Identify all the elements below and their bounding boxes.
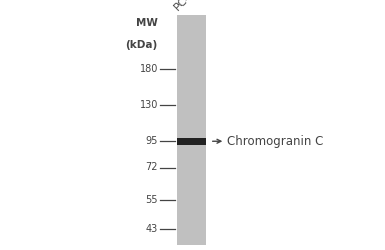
Text: MW: MW bbox=[136, 18, 158, 28]
Text: PC-12: PC-12 bbox=[172, 0, 202, 12]
Text: 130: 130 bbox=[139, 100, 158, 110]
Text: 180: 180 bbox=[139, 64, 158, 74]
Text: (kDa): (kDa) bbox=[126, 40, 158, 50]
Text: 43: 43 bbox=[146, 224, 158, 234]
Bar bbox=[177, 15, 206, 245]
Text: 95: 95 bbox=[146, 136, 158, 146]
Bar bbox=[177, 138, 206, 145]
Text: 55: 55 bbox=[146, 195, 158, 205]
Text: 72: 72 bbox=[146, 162, 158, 172]
Text: Chromogranin C: Chromogranin C bbox=[227, 135, 323, 148]
